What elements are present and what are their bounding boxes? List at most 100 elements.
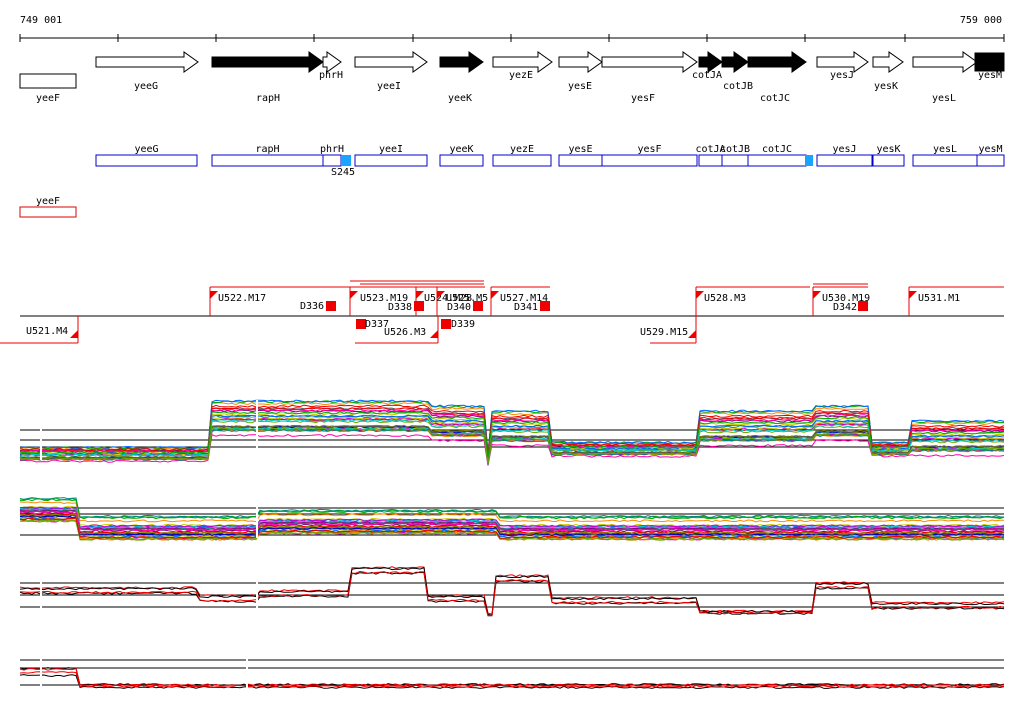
gene-label: yeeG [134,81,158,92]
unit-flag [210,291,218,299]
annotation-label: yeeK [449,144,473,155]
deletion-box [473,301,483,311]
unit-flag [909,291,917,299]
expression-line [19,511,1005,533]
gene-arrow [558,51,603,73]
gene-label: yesK [874,81,898,92]
gene-label: yeeK [448,93,472,104]
gene-arrow [872,51,904,73]
annotation-label: yesJ [832,144,856,155]
annotation-box [211,154,324,167]
annotation-label: cotJB [720,144,750,155]
expression-line [19,501,1005,523]
unit-label: U526.M3 [384,327,426,338]
expression-line [19,419,1005,462]
annotation-label: yezE [510,144,534,155]
track-gap [40,553,42,613]
deletion-label: D341 [514,302,538,313]
unit-label: U527.M14 [500,293,548,304]
expression-tracks [19,399,1005,690]
gene-box [19,73,77,89]
gene-arrow [492,51,553,73]
unit-flag [696,291,704,299]
deletion-box [414,301,424,311]
unit-flag [350,291,358,299]
gene-label: yesL [932,93,956,104]
unit-flag [813,291,821,299]
deletion-label: D342 [833,302,857,313]
expression-line [19,667,1005,687]
track-gap [256,400,258,460]
site-box [341,155,351,166]
annotation-label: yeeI [379,144,403,155]
expression-line [19,429,1005,465]
annotation-label: yesF [637,144,661,155]
annotation-box [95,154,198,167]
expression-line [19,414,1005,460]
gene-arrow [322,51,342,73]
axis-end: 759 000 [960,15,1002,26]
deletion-box [540,301,550,311]
annotation-box [976,154,1005,167]
gene-label: cotJA [692,70,722,81]
unit-flag [416,291,424,299]
gene-label: yeeI [377,81,401,92]
gene-label: yesJ [830,70,854,81]
annotation-box [558,154,603,167]
deletion-box [326,301,336,311]
expression-line [19,399,1005,453]
expression-line [19,667,1005,687]
expression-line [19,404,1005,455]
unit-label: U530.M19 [822,293,870,304]
gene-arrow [747,51,807,73]
gene-arrow [816,51,869,73]
expression-line [19,513,1005,535]
gene-label: yesE [568,81,592,92]
expression-line [19,571,1005,617]
red-annotation-label: yeeF [36,196,60,207]
expression-line [19,416,1005,460]
annotation-box [912,154,978,167]
expression-line [19,517,1005,539]
expression-line [19,671,1005,688]
red-annotation [19,206,77,218]
expression-line [19,506,1005,528]
annotation-box [872,154,905,167]
unit-label: U528.M3 [704,293,746,304]
annotation-label: yesE [568,144,592,155]
unit-label: U524.M28 [424,293,472,304]
gene-arrow [721,51,749,73]
annotation-box [747,154,807,167]
annotation-label: cotJA [695,144,725,155]
unit-flag [70,330,78,338]
unit-label: U525.M5 [446,293,488,304]
annotation-box [698,154,723,167]
annotation-box [492,154,552,167]
gene-label: phrH [319,70,343,81]
unit-flag [437,291,445,299]
annotation-box [816,154,873,167]
gene-arrow [912,51,978,73]
deletion-label: D336 [300,301,324,312]
unit-flag [688,330,696,338]
unit-label: U523.M19 [360,293,408,304]
expression-line [19,497,1005,518]
gene-label: yesF [631,93,655,104]
annotation-label: yesK [876,144,900,155]
annotation-label: yeeG [134,144,158,155]
unit-label: U531.M1 [918,293,960,304]
annotation-label: yesL [933,144,957,155]
annotation-label: rapH [255,144,279,155]
gene-label: cotJC [760,93,790,104]
annotation-box [721,154,749,167]
site-label: S245 [331,167,355,178]
axis-start: 749 001 [20,15,62,26]
track-gap [246,630,248,690]
expression-line [19,519,1005,541]
annotation-box [601,154,698,167]
deletion-label: D339 [451,319,475,330]
expression-line [19,408,1005,456]
expression-line [19,427,1005,464]
gene-label: yeeF [36,93,60,104]
